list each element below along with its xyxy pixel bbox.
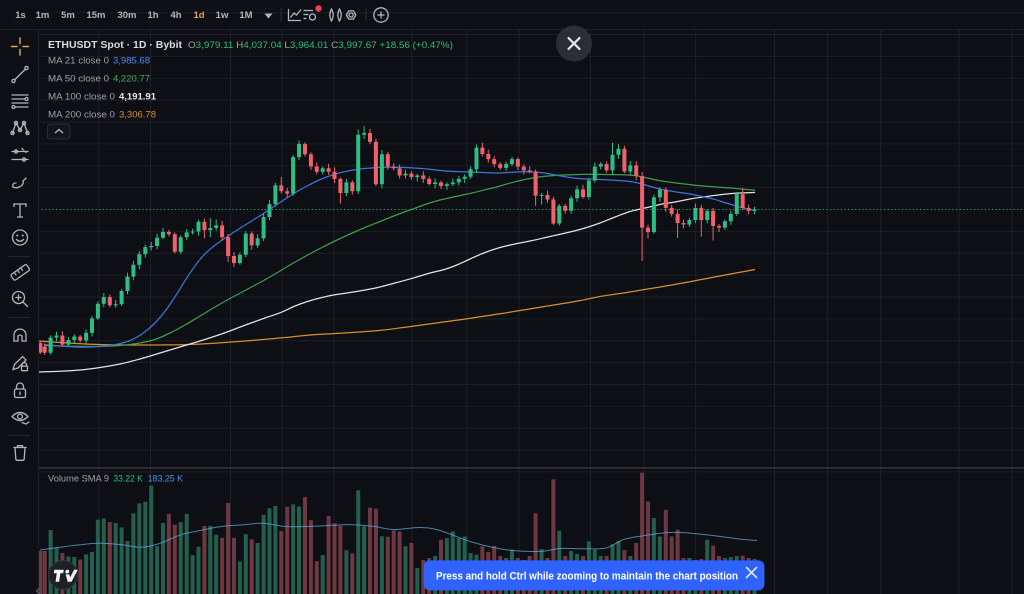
svg-text:4h: 4h [170, 10, 181, 21]
svg-text:3,985.68: 3,985.68 [113, 56, 150, 67]
svg-text:3,306.78: 3,306.78 [119, 110, 156, 121]
svg-text:MA 21 close 0: MA 21 close 0 [48, 56, 109, 67]
svg-text:O3,979.11 H4,037.04 L3,964.01: O3,979.11 H4,037.04 L3,964.01 C3,997.67 … [188, 40, 453, 51]
svg-text:15m: 15m [86, 10, 105, 21]
svg-text:1w: 1w [216, 10, 229, 21]
svg-text:183.25 K: 183.25 K [148, 474, 184, 485]
svg-text:1h: 1h [147, 10, 158, 21]
svg-text:1s: 1s [15, 10, 26, 21]
svg-text:4,191.91: 4,191.91 [119, 92, 157, 103]
svg-text:30m: 30m [117, 10, 136, 21]
svg-text:1m: 1m [36, 10, 50, 21]
svg-text:Press and hold Ctrl while zoom: Press and hold Ctrl while zooming to mai… [436, 571, 738, 583]
svg-text:1M: 1M [239, 10, 252, 21]
svg-text:33.22 K: 33.22 K [113, 474, 143, 485]
svg-text:MA 200 close 0: MA 200 close 0 [48, 110, 115, 121]
svg-text:ETHUSDT Spot · 1D · Bybit: ETHUSDT Spot · 1D · Bybit [48, 39, 182, 51]
svg-text:MA 100 close 0: MA 100 close 0 [48, 92, 115, 103]
svg-text:MA 50 close 0: MA 50 close 0 [48, 74, 109, 85]
svg-text:1d: 1d [193, 10, 204, 21]
svg-text:4,220.77: 4,220.77 [113, 74, 150, 85]
svg-text:Volume SMA 9: Volume SMA 9 [48, 474, 109, 485]
svg-text:5m: 5m [61, 10, 75, 21]
